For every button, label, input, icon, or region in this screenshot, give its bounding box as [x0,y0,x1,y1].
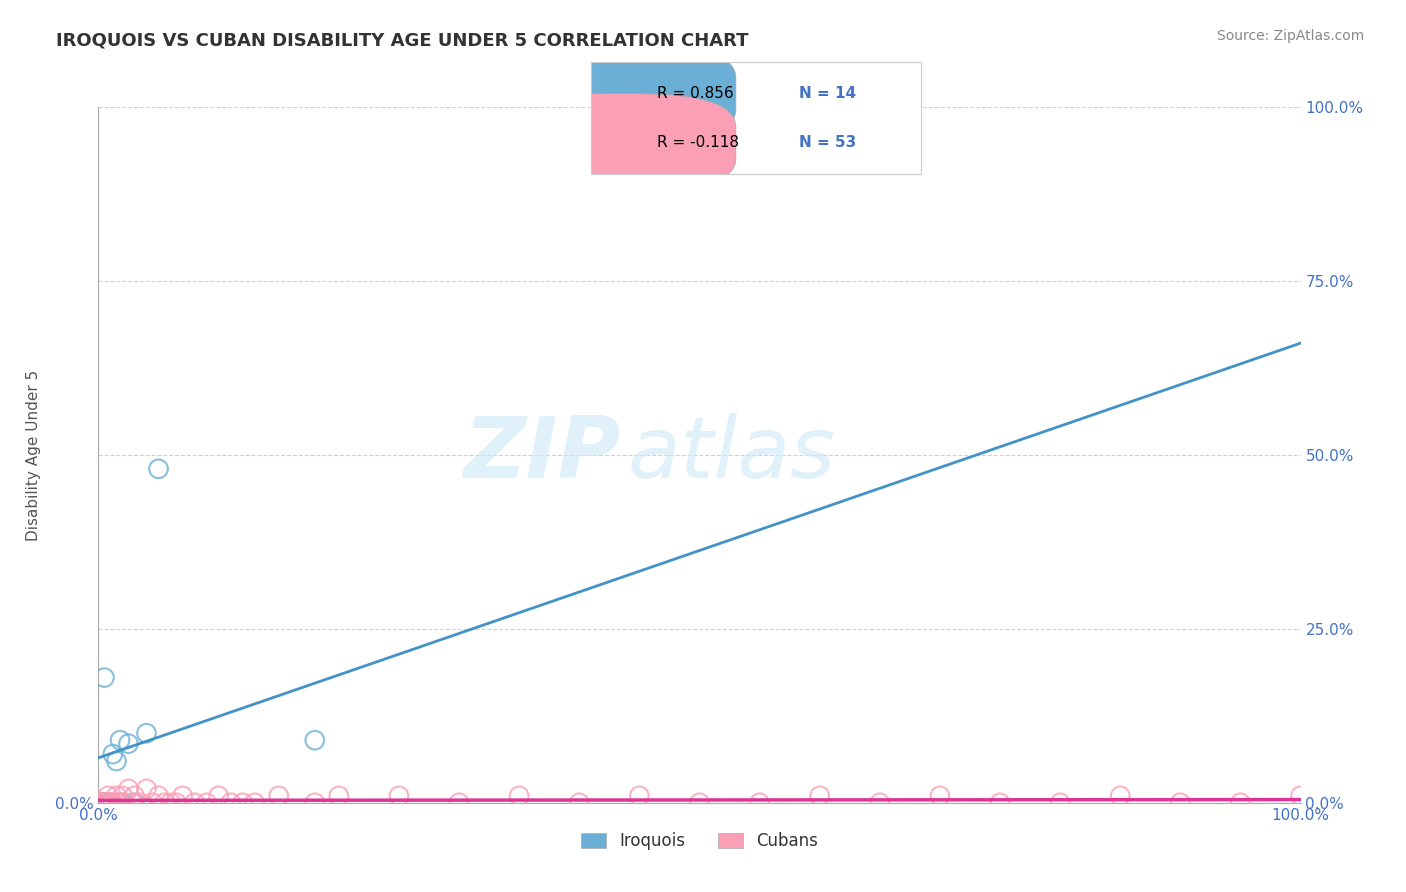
Point [628,789,651,803]
Point [114,796,136,810]
Point [304,733,326,747]
Point [328,789,350,803]
Point [808,789,831,803]
Point [148,462,170,476]
Point [141,796,163,810]
Point [105,754,128,768]
Point [124,789,146,803]
Point [107,796,129,810]
Point [91,796,114,810]
Text: N = 14: N = 14 [799,87,856,101]
Text: atlas: atlas [627,413,835,497]
Point [108,733,131,747]
Point [97,796,120,810]
Point [129,796,152,810]
Text: R = -0.118: R = -0.118 [657,136,738,150]
Point [111,796,134,810]
Point [108,796,131,810]
Point [90,796,112,810]
Text: IROQUOIS VS CUBAN DISABILITY AGE UNDER 5 CORRELATION CHART: IROQUOIS VS CUBAN DISABILITY AGE UNDER 5… [56,31,749,49]
Point [689,796,711,810]
Point [101,796,124,810]
Point [124,796,146,810]
Point [1289,789,1312,803]
Point [91,796,114,810]
Point [508,789,530,803]
Point [1109,789,1132,803]
Point [232,796,254,810]
Point [1049,796,1071,810]
Point [135,726,157,740]
Point [568,796,591,810]
Point [90,796,112,810]
Point [388,789,411,803]
Point [96,796,118,810]
Point [172,789,194,803]
Point [89,796,111,810]
Point [117,781,139,796]
Text: R = 0.856: R = 0.856 [657,87,733,101]
Point [135,781,157,796]
Point [148,789,170,803]
Point [93,796,115,810]
Point [304,796,326,810]
Point [166,796,188,810]
Point [869,796,891,810]
Point [208,789,231,803]
Point [183,796,205,810]
Point [748,796,770,810]
Point [1170,796,1192,810]
Point [100,796,122,810]
Point [219,796,242,810]
Point [100,796,122,810]
Point [1229,796,1251,810]
Point [105,789,128,803]
Point [159,796,181,810]
FancyBboxPatch shape [505,94,735,192]
Point [98,796,121,810]
Point [447,796,470,810]
Point [121,796,143,810]
Point [94,796,117,810]
Point [117,737,139,751]
Point [111,789,134,803]
FancyBboxPatch shape [505,45,735,143]
Point [988,796,1011,810]
Text: Source: ZipAtlas.com: Source: ZipAtlas.com [1216,29,1364,43]
Point [153,796,176,810]
Point [195,796,218,810]
Text: ZIP: ZIP [464,413,621,497]
Point [93,671,115,685]
Y-axis label: Disability Age Under 5: Disability Age Under 5 [25,369,41,541]
Point [101,747,124,761]
Text: N = 53: N = 53 [799,136,856,150]
Point [100,796,122,810]
Point [97,789,120,803]
Point [267,789,290,803]
Point [93,796,115,810]
Point [928,789,950,803]
Point [243,796,266,810]
Legend: Iroquois, Cubans: Iroquois, Cubans [574,826,825,857]
